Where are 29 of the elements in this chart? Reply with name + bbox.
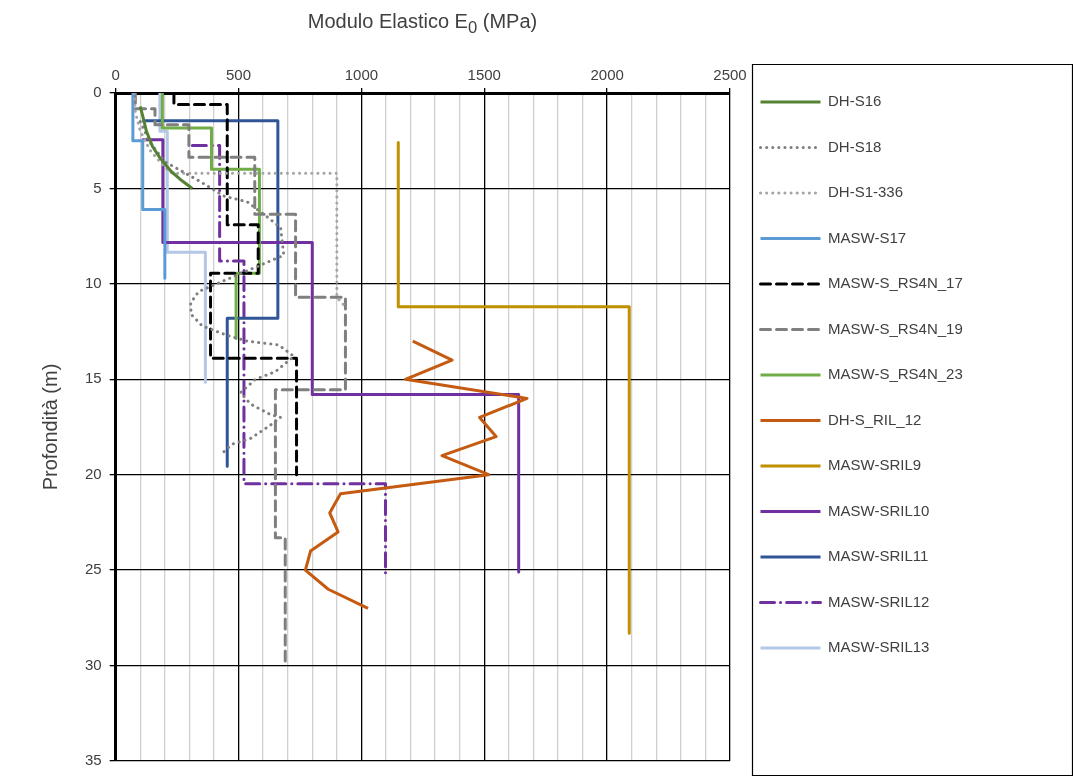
x-tick-label: 500 bbox=[226, 66, 252, 84]
x-tick-label: 2000 bbox=[590, 66, 624, 84]
y-axis-title: Profondità (m) bbox=[38, 363, 61, 491]
legend-label: MASW-S17 bbox=[828, 228, 907, 246]
legend-label: MASW-S_RS4N_17 bbox=[828, 274, 963, 292]
legend-label: MASW-S_RS4N_19 bbox=[828, 319, 963, 337]
y-tick-label: 10 bbox=[85, 274, 102, 291]
legend-label: MASW-SRIL10 bbox=[828, 501, 930, 519]
legend-label: MASW-SRIL12 bbox=[828, 592, 930, 610]
y-tick-label: 0 bbox=[93, 83, 102, 101]
y-tick-label: 35 bbox=[85, 751, 102, 769]
legend-label: MASW-SRIL9 bbox=[828, 456, 922, 474]
y-tick-label: 30 bbox=[85, 655, 102, 673]
y-tick-label: 5 bbox=[93, 178, 102, 196]
legend-label: DH-S_RIL_12 bbox=[828, 410, 922, 428]
x-tick-label: 1000 bbox=[344, 66, 379, 84]
x-tick-label: 2500 bbox=[713, 66, 747, 84]
x-axis-title: Modulo Elastico E$_{0}$ (MPa) bbox=[306, 10, 539, 38]
y-tick-label: 15 bbox=[85, 369, 102, 387]
x-tick-label: 0 bbox=[111, 66, 120, 84]
legend-label: MASW-S_RS4N_23 bbox=[828, 365, 963, 383]
y-tick-label: 25 bbox=[85, 560, 102, 578]
x-tick-label: 1500 bbox=[467, 66, 501, 84]
legend-label: DH-S1-336 bbox=[828, 183, 904, 201]
legend-label: MASW-SRIL13 bbox=[828, 638, 930, 656]
legend-label: DH-S18 bbox=[828, 137, 882, 155]
legend-label: DH-S16 bbox=[828, 92, 882, 110]
y-tick-label: 20 bbox=[85, 464, 102, 482]
legend-label: MASW-SRIL11 bbox=[828, 547, 929, 565]
